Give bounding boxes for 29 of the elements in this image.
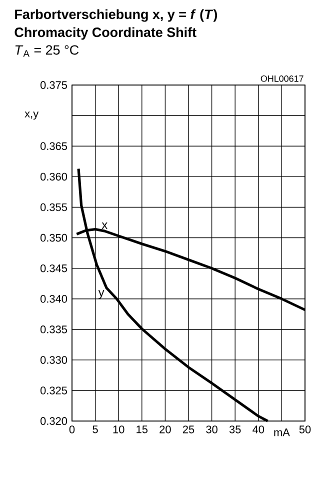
x-tick-label: 20 [160, 426, 171, 434]
x-tick-label: 30 [206, 426, 218, 434]
x-axis-title: mA [274, 428, 290, 436]
y-tick-label: 0.320 [40, 417, 68, 425]
x-tick-label: 25 [182, 426, 194, 434]
series-label: y [98, 290, 104, 299]
text: OHL00617 [260, 75, 304, 82]
x-tick-label: 50 [299, 426, 311, 434]
y-tick-label: 0.365 [40, 142, 68, 150]
y-tick-label: 0.350 [40, 234, 68, 242]
x-tick-label: 10 [113, 426, 124, 434]
y-tick-label: 0.360 [40, 172, 68, 181]
y-tick-label: 0.335 [40, 326, 68, 334]
y-tick-label: 0.375 [40, 81, 68, 89]
y-tick-label: 0.355 [40, 203, 68, 212]
x-tick-label: 0 [69, 426, 75, 434]
y-tick-label: 0.340 [40, 294, 68, 303]
x-tick-label: 35 [229, 426, 241, 434]
y-axis-title: x,y [24, 112, 39, 120]
x-tick-label: 40 [252, 426, 264, 434]
y-tick-label: 0.330 [40, 356, 68, 364]
series-label: x [102, 222, 108, 229]
chart-title: Farbortverschiebung x, y = f (T) [15, 9, 218, 22]
text: T$_{A}$ = 25 °C [15, 45, 79, 57]
chart-subtitle: Chromacity Coordinate Shift [14, 27, 196, 40]
x-tick-label: 5 [92, 426, 98, 434]
y-tick-label: 0.325 [40, 386, 68, 394]
y-tick-label: 0.345 [40, 264, 68, 272]
x-tick-label: 15 [136, 426, 148, 434]
